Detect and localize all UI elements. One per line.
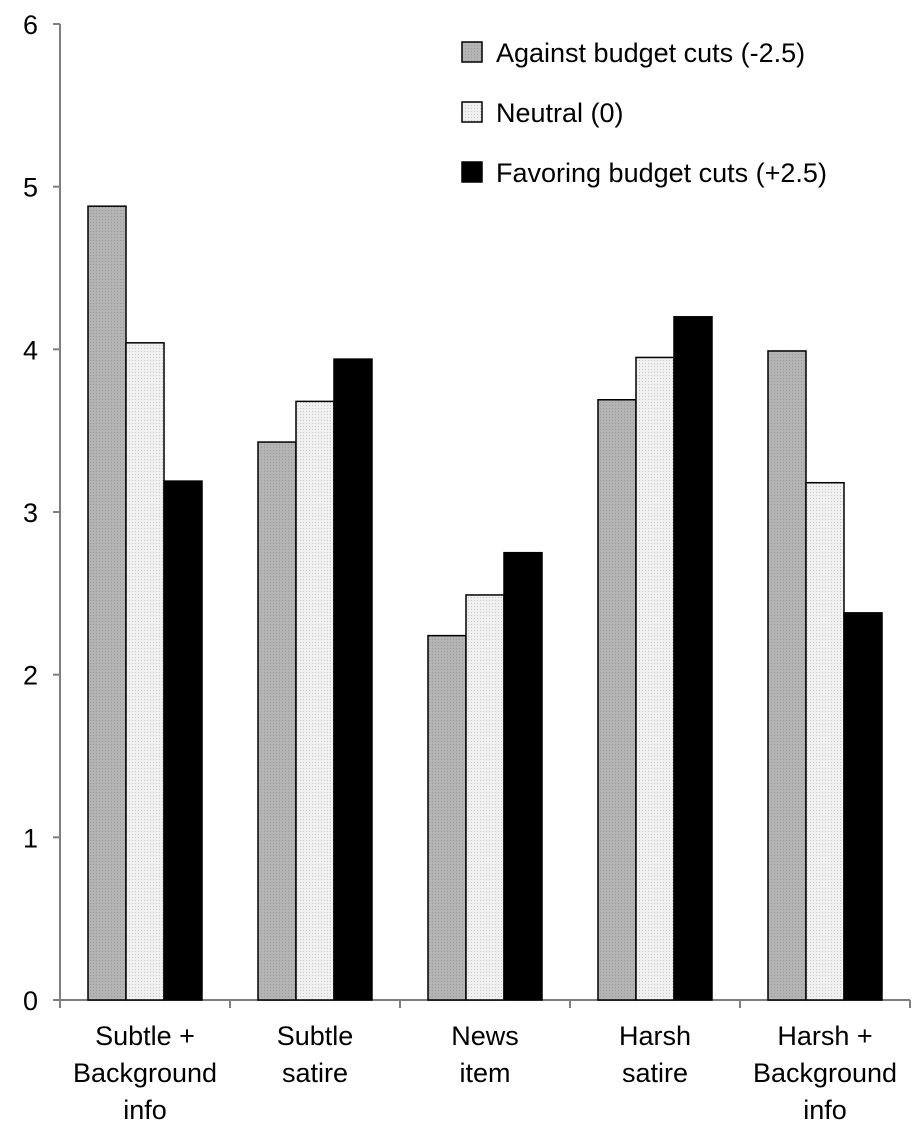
category-label-line: Subtle +	[95, 1021, 195, 1051]
category-label: Subtle + Background info	[73, 1021, 217, 1125]
category-label: Harsh satire	[619, 1021, 691, 1088]
category-label: Harsh + Background info	[753, 1021, 897, 1125]
bar-1-4	[597, 399, 637, 1001]
bar-3-2	[333, 358, 373, 1001]
y-tick-label: 2	[23, 661, 38, 691]
y-tick-label: 3	[23, 498, 38, 528]
category-label-line: item	[459, 1058, 510, 1088]
bar-1-2	[257, 441, 297, 1001]
category-label-line: News	[451, 1021, 519, 1051]
y-tick-label: 6	[23, 10, 38, 40]
bar-1-3	[427, 634, 467, 1001]
bar-1-5	[767, 350, 807, 1001]
bar-2-2	[295, 400, 335, 1001]
bar-2-5	[805, 481, 845, 1001]
category-label-line: Background	[753, 1058, 897, 1088]
y-tick-label: 1	[23, 823, 38, 853]
bar-3-4	[673, 316, 713, 1001]
bar-3-1	[163, 480, 203, 1001]
bar-2-1	[125, 342, 165, 1001]
bar-2-4	[635, 356, 675, 1001]
category-label: News item	[451, 1021, 519, 1088]
category-label: Subtle satire	[277, 1021, 354, 1088]
category-label-line: Subtle	[277, 1021, 354, 1051]
legend-swatch	[461, 101, 483, 123]
category-label-line: info	[803, 1095, 847, 1125]
category-label-line: satire	[282, 1058, 348, 1088]
y-tick-label: 4	[23, 335, 38, 365]
bars	[87, 205, 883, 1001]
axes: 0 1 2 3 4 5 6 Subtle + Background info Subtle satir…	[23, 10, 911, 1125]
bar-3-5	[843, 612, 883, 1001]
y-tick-label: 5	[23, 173, 38, 203]
legend: Against budget cuts (-2.5) Neutral (0) Fav…	[461, 38, 827, 188]
legend-label: Neutral (0)	[496, 98, 624, 128]
y-tick-label: 0	[23, 986, 38, 1016]
bar-3-3	[503, 551, 543, 1001]
legend-label: Favoring budget cuts (+2.5)	[496, 158, 827, 188]
category-label-line: Harsh +	[777, 1021, 872, 1051]
legend-label: Against budget cuts (-2.5)	[496, 38, 805, 68]
category-label-line: info	[123, 1095, 167, 1125]
bar-1-1	[87, 205, 127, 1001]
category-label-line: Background	[73, 1058, 217, 1088]
category-label-line: satire	[622, 1058, 688, 1088]
category-label-line: Harsh	[619, 1021, 691, 1051]
bar-2-3	[465, 594, 505, 1001]
legend-swatch	[461, 161, 483, 183]
legend-swatch	[461, 41, 483, 63]
